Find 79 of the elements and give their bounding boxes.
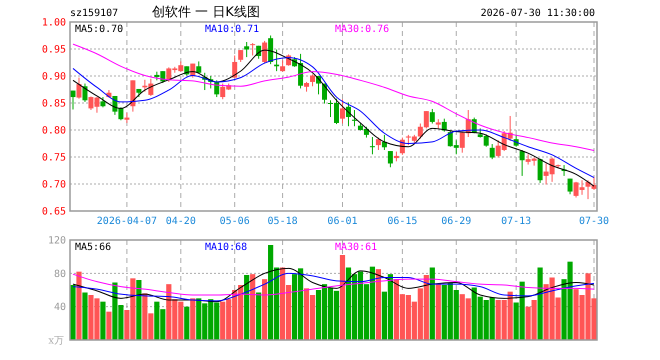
candlestick [538, 158, 543, 184]
bar [100, 302, 106, 340]
bar [262, 279, 268, 340]
bar [340, 255, 346, 340]
y-tick-label: 120 [48, 236, 66, 246]
candlestick [268, 35, 274, 65]
x-tick-label: 06-29 [441, 216, 472, 227]
bar [376, 269, 382, 340]
candlestick [76, 77, 82, 100]
text: MA5:66 [75, 242, 112, 253]
candlestick [388, 150, 393, 168]
text: MA10:0.71 [205, 24, 260, 35]
candlestick [322, 83, 328, 104]
candlestick [82, 83, 88, 102]
y-axis-title: x万 [48, 336, 64, 346]
text: MA30:61 [335, 242, 378, 253]
candlestick [274, 49, 280, 72]
candlestick [520, 149, 525, 176]
chart-title: 创软件 一 日K线图 [152, 5, 260, 20]
line-series [72, 274, 595, 296]
bar [538, 268, 543, 340]
candlestick [70, 90, 76, 110]
bar [256, 292, 262, 340]
y-tick-label: 0.75 [42, 152, 66, 164]
x-tick-label: 06-01 [327, 216, 358, 227]
text: sz159107 [70, 8, 118, 19]
bar [106, 312, 112, 340]
bar [76, 272, 82, 340]
bar [436, 284, 441, 340]
candlestick [370, 136, 375, 155]
candlestick [214, 80, 220, 98]
y-tick-label: 0.95 [42, 44, 66, 56]
candlestick [382, 134, 387, 150]
line-series [72, 268, 595, 302]
line-series [72, 44, 595, 152]
bar [190, 298, 196, 340]
y-tick-label: 0.85 [42, 98, 66, 110]
x-tick-label: 05-06 [220, 216, 250, 227]
y-tick-label: 40 [54, 302, 66, 314]
y-tick-label: 0.70 [42, 180, 66, 190]
candlestick [490, 144, 495, 160]
x-tick-label: 06-15 [387, 216, 418, 227]
candlestick [244, 41, 250, 58]
candlestick [430, 108, 435, 124]
candlestick [568, 178, 573, 195]
text: MA10:68 [205, 242, 248, 253]
candlestick [436, 118, 441, 129]
x-tick-label: 2026-04-07 [96, 216, 157, 227]
x-tick-label: 07-13 [501, 216, 532, 227]
text: MA5:0.70 [75, 24, 124, 35]
bar [244, 275, 250, 340]
candlestick [250, 42, 256, 56]
x-tick-label: 04-20 [166, 216, 196, 227]
bar [82, 292, 88, 340]
candlestick [124, 112, 130, 124]
bar [250, 274, 256, 340]
candlestick [376, 137, 381, 150]
candlestick [352, 110, 357, 127]
candlestick [280, 60, 286, 72]
candlestick [340, 98, 345, 124]
y-tick-label: 0.90 [42, 72, 66, 82]
candlestick [262, 40, 268, 64]
y-tick-label: 0.65 [42, 206, 66, 218]
text: MA30:0.76 [335, 24, 390, 35]
line-series [72, 272, 595, 302]
y-tick-label: 0.80 [42, 126, 66, 136]
x-tick-label: 05-18 [268, 216, 298, 227]
y-tick-label: 1.00 [42, 18, 66, 28]
candlestick [394, 151, 399, 162]
bar [430, 268, 435, 340]
bar [136, 280, 142, 340]
candlestick [238, 50, 244, 62]
candlestick [304, 81, 310, 92]
candlestick [100, 96, 106, 108]
y-tick-label: 80 [54, 268, 66, 280]
text: 2026-07-30 11:30:00 [480, 8, 595, 19]
candlestick [310, 74, 316, 87]
x-tick-label: 07-30 [578, 216, 610, 227]
bar [184, 306, 190, 340]
